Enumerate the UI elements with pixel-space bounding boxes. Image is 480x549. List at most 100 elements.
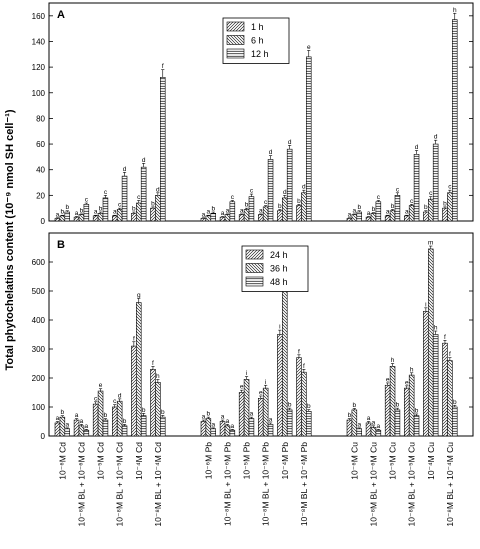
significance-letter: i bbox=[279, 324, 280, 331]
significance-letter: b bbox=[61, 209, 65, 216]
bar bbox=[210, 213, 217, 222]
significance-letter: b bbox=[297, 198, 301, 205]
significance-letter: a bbox=[226, 207, 230, 214]
bar bbox=[267, 424, 274, 437]
bar bbox=[301, 192, 307, 222]
legend-label: 6 h bbox=[251, 36, 264, 46]
significance-letter: a bbox=[386, 209, 390, 216]
significance-letter: e bbox=[386, 376, 390, 383]
bar bbox=[375, 201, 382, 222]
significance-letter: b bbox=[372, 206, 376, 213]
significance-letter: b bbox=[132, 206, 136, 213]
bar bbox=[205, 215, 212, 222]
significance-letter: a bbox=[56, 211, 60, 218]
bar bbox=[351, 409, 358, 437]
significance-letter: b bbox=[161, 409, 165, 416]
bar bbox=[423, 211, 429, 222]
significance-letter: c bbox=[448, 184, 452, 191]
significance-letter: b bbox=[391, 203, 395, 210]
significance-letter: a bbox=[75, 210, 79, 217]
y-tick-label: 200 bbox=[32, 374, 46, 383]
panel-letter: B bbox=[57, 239, 65, 251]
x-category-label: 10⁻⁸M BL + 10⁻⁶M Pb bbox=[222, 442, 232, 526]
significance-letter: a bbox=[250, 411, 254, 418]
bar bbox=[224, 214, 231, 222]
y-tick-label: 0 bbox=[41, 432, 46, 441]
legend-swatch bbox=[226, 48, 245, 59]
legend-swatch bbox=[245, 276, 264, 287]
significance-letter: c bbox=[85, 197, 89, 204]
y-tick-label: 120 bbox=[32, 63, 46, 72]
significance-letter: f bbox=[303, 363, 305, 370]
significance-letter: e bbox=[405, 379, 409, 386]
significance-letter: b bbox=[151, 200, 155, 207]
significance-letter: a bbox=[357, 421, 361, 428]
bar bbox=[262, 387, 269, 437]
x-category-label: 10⁻⁵M Cu bbox=[388, 442, 398, 480]
significance-letter: d bbox=[288, 139, 292, 146]
bar bbox=[281, 283, 288, 437]
bar bbox=[375, 429, 382, 437]
y-tick-label: 140 bbox=[32, 37, 46, 46]
bar bbox=[305, 411, 312, 437]
significance-letter: a bbox=[377, 423, 381, 430]
x-category-label: 10⁻⁸M BL + 10⁻⁵M Pb bbox=[261, 442, 271, 526]
bar bbox=[238, 214, 245, 222]
bar bbox=[136, 202, 142, 222]
significance-letter: a bbox=[367, 415, 371, 422]
y-tick-label: 0 bbox=[41, 217, 46, 226]
bar bbox=[224, 425, 231, 437]
significance-letter: c bbox=[113, 398, 117, 405]
significance-letter: e bbox=[259, 389, 263, 396]
significance-letter: c bbox=[118, 202, 122, 209]
bar bbox=[248, 196, 255, 222]
significance-letter: c bbox=[231, 194, 235, 201]
bar bbox=[346, 419, 353, 437]
y-tick-label: 20 bbox=[36, 191, 45, 200]
bar bbox=[116, 209, 123, 222]
y-tick-label: 100 bbox=[32, 403, 46, 412]
bar bbox=[408, 374, 415, 437]
significance-letter: i bbox=[425, 301, 426, 308]
significance-letter: f bbox=[162, 63, 164, 70]
bar bbox=[219, 216, 226, 222]
significance-letter: b bbox=[123, 418, 127, 425]
bar bbox=[277, 334, 283, 437]
legend-swatch bbox=[226, 35, 245, 45]
significance-letter: a bbox=[85, 423, 89, 430]
significance-letter: a bbox=[202, 211, 206, 218]
significance-letter: b bbox=[453, 399, 457, 406]
significance-letter: h bbox=[156, 373, 160, 380]
bar bbox=[403, 387, 410, 437]
panel-letter: A bbox=[57, 9, 65, 21]
bar bbox=[413, 154, 420, 222]
significance-letter: d bbox=[156, 186, 160, 193]
significance-letter: a bbox=[56, 415, 60, 422]
bar bbox=[389, 366, 396, 437]
significance-letter: f bbox=[152, 360, 154, 367]
significance-letter: c bbox=[264, 199, 268, 206]
bar bbox=[451, 406, 458, 437]
significance-letter: d bbox=[415, 144, 419, 151]
bar bbox=[121, 425, 128, 437]
bar bbox=[296, 205, 302, 222]
bar bbox=[131, 213, 137, 222]
bar bbox=[210, 428, 217, 437]
bar bbox=[427, 248, 434, 437]
significance-letter: a bbox=[348, 211, 352, 218]
bar bbox=[229, 201, 236, 222]
bar bbox=[97, 213, 104, 222]
bar bbox=[394, 409, 401, 437]
significance-letter: h bbox=[391, 357, 395, 364]
x-category-label: 10⁻⁸M BL + 10⁻⁶M Cd bbox=[76, 442, 86, 527]
y-tick-label: 100 bbox=[32, 89, 46, 98]
significance-letter: d bbox=[434, 134, 438, 141]
bar bbox=[257, 397, 264, 437]
bar bbox=[423, 310, 429, 437]
y-axis-label: Total phytochelatins content (10⁻⁹ nmol … bbox=[4, 109, 16, 370]
significance-letter: a bbox=[405, 209, 409, 216]
bar bbox=[432, 143, 439, 222]
significance-letter: a bbox=[211, 421, 215, 428]
bar bbox=[413, 415, 420, 437]
